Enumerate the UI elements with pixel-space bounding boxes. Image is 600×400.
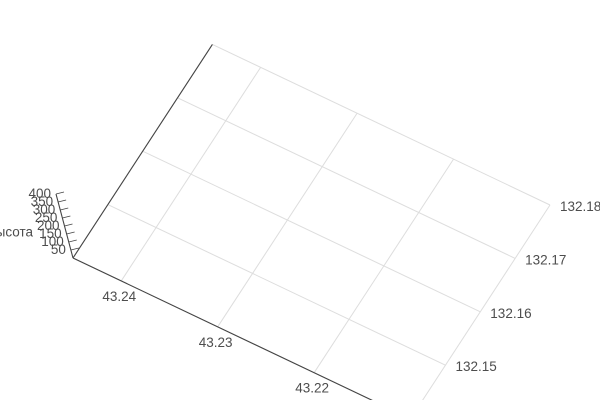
- svg-text:132.18: 132.18: [560, 199, 600, 214]
- svg-text:132.15: 132.15: [455, 359, 496, 374]
- svg-text:400: 400: [28, 186, 51, 201]
- svg-text:132.16: 132.16: [490, 306, 531, 321]
- svg-text:43.23: 43.23: [199, 335, 233, 350]
- svg-text:43.24: 43.24: [102, 289, 136, 304]
- svg-text:132.17: 132.17: [525, 252, 566, 267]
- svg-text:высота: высота: [0, 225, 33, 240]
- svg-text:43.22: 43.22: [295, 381, 329, 396]
